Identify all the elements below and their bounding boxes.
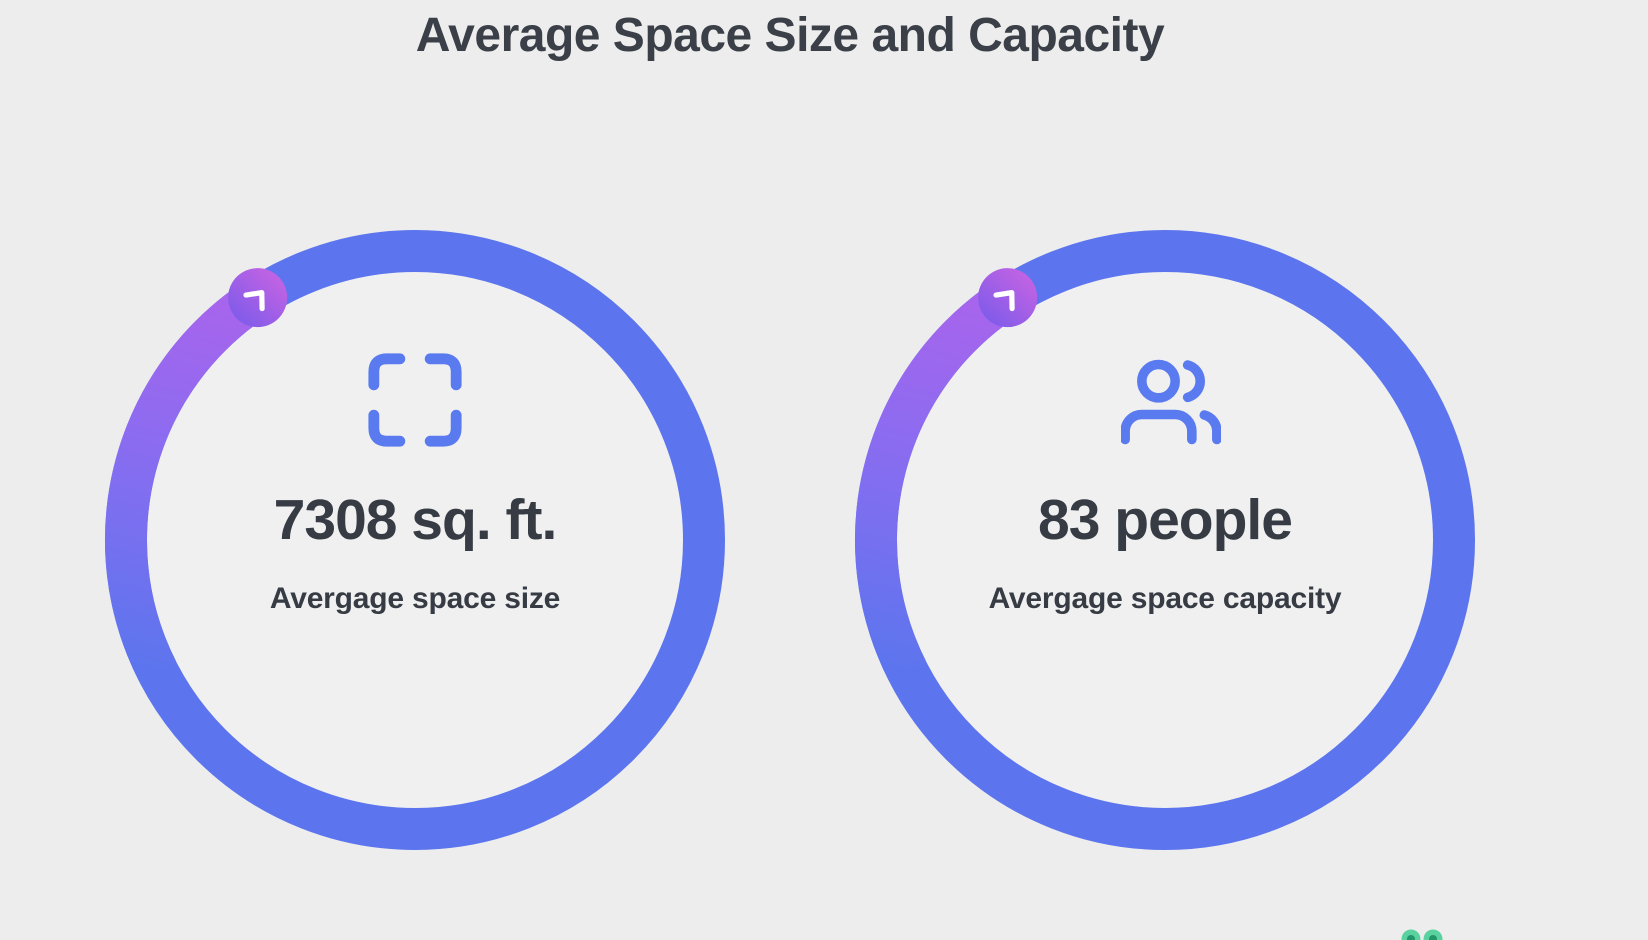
chevron-ne-icon — [243, 290, 265, 312]
chevron-ne-icon — [993, 290, 1015, 312]
stat-value: 7308 sq. ft. — [273, 488, 558, 552]
stat-card-space-size: 7308 sq. ft. Avergage space size — [95, 220, 735, 860]
ring-gradient-arc — [105, 279, 270, 681]
people-icon — [1121, 359, 1221, 445]
stat-card-space-capacity: 83 people Avergage space capacity — [845, 220, 1485, 860]
stat-ring — [855, 230, 1475, 850]
stat-label: Avergage space size — [269, 582, 561, 615]
page-title: Average Space Size and Capacity — [415, 9, 1165, 62]
cutoff-green-icon — [1401, 929, 1443, 940]
stat-ring — [105, 230, 725, 850]
stat-label: Avergage space capacity — [988, 582, 1342, 615]
ring-inner-disc — [147, 272, 683, 808]
ring-marker-badge — [228, 268, 288, 328]
stat-value: 83 people — [1038, 488, 1293, 552]
ring-marker-badge — [978, 268, 1038, 328]
ring-gradient-arc — [855, 279, 1020, 681]
ring-inner-disc — [897, 272, 1433, 808]
crop-frame-icon — [368, 353, 462, 447]
